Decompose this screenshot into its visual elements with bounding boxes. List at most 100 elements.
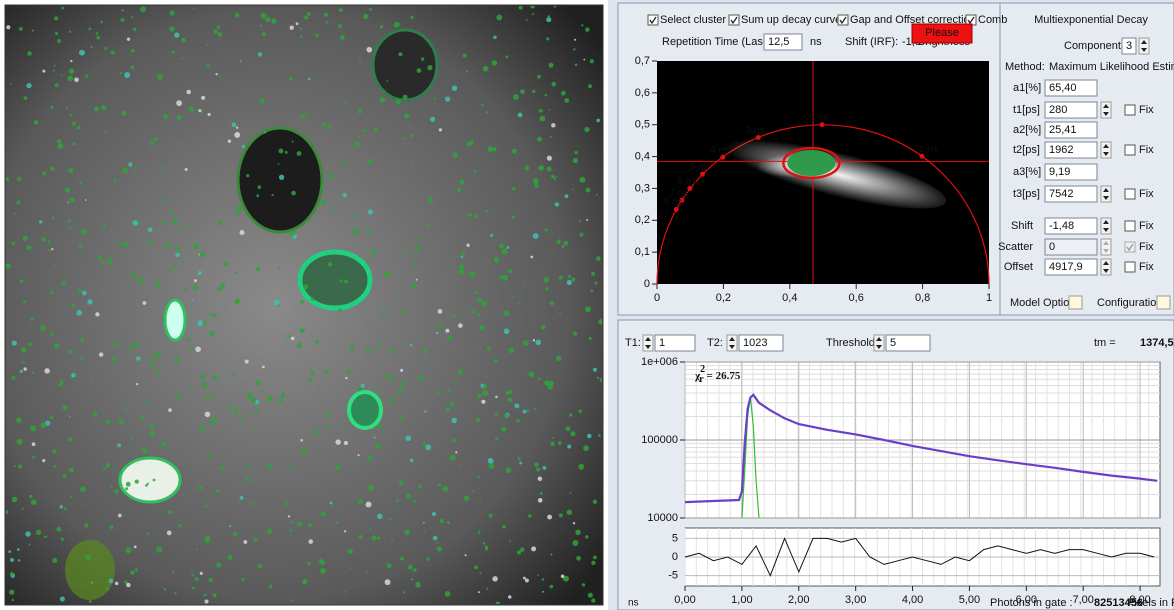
x-tick-label: 1	[986, 292, 992, 304]
speck	[573, 332, 577, 336]
checkbox[interactable]	[1125, 221, 1135, 231]
speck	[162, 221, 166, 225]
speck	[285, 502, 288, 505]
speck	[78, 244, 82, 248]
speck	[267, 529, 272, 534]
speck	[205, 600, 209, 604]
speck	[367, 261, 370, 264]
speck	[287, 335, 290, 338]
speck	[17, 548, 20, 551]
speck	[23, 96, 27, 100]
speck	[29, 495, 32, 498]
speck	[112, 356, 117, 361]
speck	[103, 468, 106, 471]
speck	[468, 213, 472, 217]
speck	[518, 457, 521, 460]
speck	[507, 397, 512, 402]
speck	[478, 591, 480, 593]
speck	[472, 490, 474, 492]
checkbox[interactable]	[648, 15, 658, 25]
checkbox[interactable]	[729, 15, 739, 25]
speck	[267, 464, 272, 469]
configurations-button[interactable]	[1157, 296, 1170, 309]
checkbox[interactable]	[1125, 189, 1135, 199]
x-tick-label: 2,00	[788, 594, 809, 606]
speck	[220, 283, 225, 288]
checkbox[interactable]	[1125, 262, 1135, 272]
checkbox[interactable]	[1125, 145, 1135, 155]
speck	[16, 418, 22, 424]
speck	[399, 417, 403, 421]
speck	[525, 579, 529, 583]
speck	[591, 598, 595, 602]
speck	[597, 377, 599, 379]
speck	[340, 35, 345, 40]
speck	[410, 164, 413, 167]
checkbox[interactable]	[1125, 105, 1135, 115]
speck	[402, 310, 406, 314]
speck	[579, 220, 581, 222]
speck	[255, 409, 259, 413]
speck	[396, 99, 401, 104]
speck	[437, 258, 439, 260]
speck	[398, 390, 403, 395]
speck	[499, 244, 504, 249]
method-value: Maximum Likelihood Estimatio	[1049, 61, 1174, 73]
speck	[103, 292, 105, 294]
model-options-button[interactable]	[1069, 296, 1082, 309]
speck	[201, 96, 205, 100]
speck	[109, 579, 114, 584]
speck	[127, 38, 130, 41]
speck	[479, 325, 485, 331]
speck	[198, 109, 201, 112]
speck	[568, 275, 571, 278]
speck	[417, 68, 422, 73]
speck	[232, 372, 235, 375]
speck	[196, 549, 198, 551]
speck	[354, 214, 357, 217]
input-value: 1023	[743, 337, 767, 349]
speck	[185, 226, 188, 229]
speck	[250, 127, 253, 130]
speck	[68, 227, 71, 230]
speck	[126, 583, 130, 587]
speck	[591, 561, 595, 565]
speck	[307, 12, 311, 16]
speck	[339, 8, 343, 12]
speck	[523, 285, 525, 287]
speck	[477, 298, 482, 303]
speck	[291, 599, 293, 601]
speck	[271, 18, 277, 24]
speck	[410, 16, 413, 19]
speck	[251, 471, 253, 473]
speck	[493, 35, 497, 39]
checkbox[interactable]	[838, 15, 848, 25]
speck	[325, 423, 329, 427]
speck	[50, 416, 54, 420]
page: {"toolbar": {"checkboxes": ["Select clus…	[0, 0, 1174, 610]
speck	[121, 111, 126, 116]
speck	[8, 550, 11, 553]
speck	[228, 555, 233, 560]
speck	[108, 259, 113, 264]
speck	[567, 510, 573, 516]
speck	[195, 346, 201, 352]
y-tick-label: 0,3	[635, 182, 650, 194]
speck	[197, 320, 203, 326]
speck	[353, 228, 359, 234]
speck	[559, 513, 563, 517]
speck	[335, 439, 340, 444]
speck	[32, 456, 35, 459]
speck	[52, 449, 56, 453]
speck	[6, 177, 10, 181]
speck	[148, 227, 153, 232]
speck	[585, 535, 589, 539]
speck	[110, 525, 114, 529]
speck	[81, 584, 83, 586]
speck	[246, 381, 248, 383]
speck	[536, 467, 540, 471]
lifetime-label: 5 ns	[690, 162, 709, 173]
speck	[11, 376, 15, 380]
speck	[486, 588, 488, 590]
speck	[340, 100, 342, 102]
